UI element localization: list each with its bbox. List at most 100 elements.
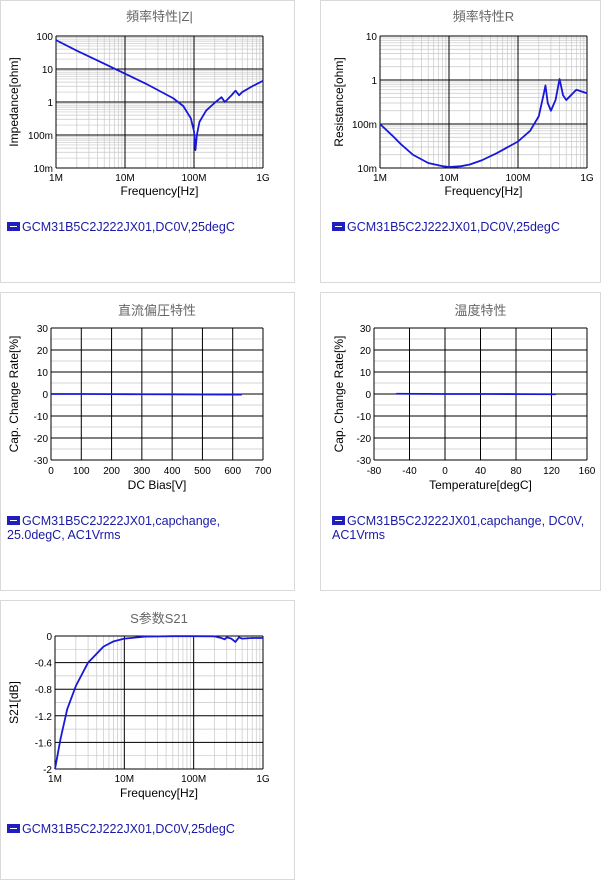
y-tick-label: 0 (46, 632, 52, 643)
y-tick-label: -30 (34, 456, 49, 467)
y-tick-label: 20 (37, 346, 49, 357)
x-tick-label: 10M (115, 774, 134, 785)
legend-swatch-icon (7, 824, 20, 833)
y-tick-label: -0.8 (35, 685, 53, 696)
x-axis-label: DC Bias[V] (128, 478, 187, 492)
x-tick-label: 600 (224, 466, 241, 477)
y-tick-label: 0 (365, 390, 371, 401)
legend-swatch-icon (332, 516, 345, 525)
x-tick-label: 100M (181, 774, 206, 785)
x-tick-label: 1G (580, 173, 594, 184)
y-tick-label: 100 (36, 32, 53, 43)
y-tick-label: 1 (47, 98, 53, 109)
x-tick-label: -80 (367, 466, 382, 477)
y-tick-label: 10 (37, 368, 49, 379)
temperature-chart: 温度特性 -80 -40 0 40 80 120 160 30 20 10 0 -10 -20 -30 Tem… (332, 303, 596, 492)
legend-label-line1: GCM31B5C2J222JX01,capchange, DC0V, (347, 514, 585, 528)
s21-chart: S参数S21 1M 10M 100M 1G 0 -0.4 -0.8 -1.2 -1.6 -2 Freq… (7, 611, 270, 800)
y-tick-label: -20 (357, 434, 372, 445)
x-axis-label: Frequency[Hz] (120, 184, 198, 198)
chart-title: 温度特性 (454, 303, 506, 318)
y-axis-label: Impedance[ohm] (7, 57, 21, 146)
chart-legend[interactable]: GCM31B5C2J222JX01,DC0V,25degC (7, 220, 235, 234)
chart-panel-resistance: 頻率特性R 1M 10M 100M 1G 10 1 100m 10m Frequency[Hz] R… (320, 0, 601, 283)
legend-swatch-icon (332, 222, 345, 231)
chart-legend[interactable]: GCM31B5C2J222JX01,capchange, DC0V, AC1Vr… (332, 514, 584, 542)
y-tick-label: 10 (360, 368, 372, 379)
legend-label-line2: AC1Vrms (332, 528, 386, 542)
y-tick-label: -1.2 (35, 712, 53, 723)
series-line (54, 635, 263, 770)
x-tick-label: 10M (439, 173, 458, 184)
y-tick-label: 10 (366, 32, 378, 43)
x-axis-label: Frequency[Hz] (444, 184, 522, 198)
x-tick-label: 100 (73, 466, 90, 477)
y-tick-label: 30 (37, 324, 49, 335)
chart-panel-s21: S参数S21 1M 10M 100M 1G 0 -0.4 -0.8 -1.2 -1.6 -2 Freq… (0, 600, 295, 880)
x-tick-label: 100M (181, 173, 206, 184)
x-tick-label: 700 (255, 466, 272, 477)
x-tick-label: 300 (134, 466, 151, 477)
x-tick-label: 200 (103, 466, 120, 477)
x-tick-label: 400 (164, 466, 181, 477)
y-tick-label: -1.6 (35, 738, 53, 749)
y-tick-label: 1 (371, 76, 377, 87)
x-tick-label: 1M (49, 173, 63, 184)
x-tick-label: 80 (510, 466, 522, 477)
x-tick-label: 0 (442, 466, 448, 477)
y-tick-label: 30 (360, 324, 372, 335)
x-tick-label: 120 (543, 466, 560, 477)
x-tick-label: 500 (194, 466, 211, 477)
y-tick-label: 20 (360, 346, 372, 357)
series-line (55, 39, 264, 151)
x-tick-label: 100M (505, 173, 530, 184)
legend-label-line1: GCM31B5C2J222JX01,capchange, (22, 514, 221, 528)
y-axis-label: S21[dB] (7, 681, 21, 724)
x-axis-label: Frequency[Hz] (120, 786, 198, 800)
y-axis-label: Resistance[ohm] (332, 57, 346, 146)
chart-title: 直流偏圧特性 (118, 303, 196, 318)
x-tick-label: 1M (48, 774, 62, 785)
y-axis-label: Cap. Change Rate[%] (332, 336, 346, 453)
x-tick-label: 0 (48, 466, 54, 477)
y-tick-label: 10 (42, 65, 54, 76)
chart-panel-impedance: 頻率特性|Z| 1M 10M 100M 1G 100 10 1 100m 10m Frequency… (0, 0, 295, 283)
x-tick-label: 1G (256, 774, 270, 785)
x-tick-label: -40 (402, 466, 417, 477)
y-tick-label: 10m (358, 164, 377, 175)
series-line (379, 78, 588, 168)
x-tick-label: 160 (579, 466, 596, 477)
x-tick-label: 1G (256, 173, 270, 184)
y-tick-label: 0 (42, 390, 48, 401)
chart-panel-dc-bias: 直流偏圧特性 0 100 200 300 400 500 600 700 30 20 10 0 -10 -2… (0, 292, 295, 591)
y-tick-label: -2 (43, 765, 52, 776)
chart-title: 頻率特性|Z| (126, 9, 193, 24)
chart-title: 頻率特性R (453, 9, 514, 24)
y-tick-label: 100m (352, 120, 377, 131)
y-tick-label: -20 (34, 434, 49, 445)
chart-panel-temperature: 温度特性 -80 -40 0 40 80 120 160 30 20 10 0 -10 -20 -30 Tem… (320, 292, 601, 591)
legend-label: GCM31B5C2J222JX01,DC0V,25degC (22, 220, 235, 234)
y-axis-label: Cap. Change Rate[%] (7, 336, 21, 453)
resistance-chart: 頻率特性R 1M 10M 100M 1G 10 1 100m 10m Frequency[Hz] R… (332, 9, 594, 198)
legend-label: GCM31B5C2J222JX01,DC0V,25degC (22, 822, 235, 836)
chart-legend[interactable]: GCM31B5C2J222JX01,DC0V,25degC (7, 822, 235, 836)
y-tick-label: -10 (357, 412, 372, 423)
y-tick-label: 100m (28, 131, 53, 142)
y-tick-label: 10m (34, 164, 53, 175)
chart-legend[interactable]: GCM31B5C2J222JX01,capchange, 25.0degC, A… (7, 514, 220, 542)
chart-title: S参数S21 (130, 611, 188, 626)
impedance-chart: 頻率特性|Z| 1M 10M 100M 1G 100 10 1 100m 10m Frequency… (7, 9, 270, 198)
chart-legend[interactable]: GCM31B5C2J222JX01,DC0V,25degC (332, 220, 560, 234)
legend-label: GCM31B5C2J222JX01,DC0V,25degC (347, 220, 560, 234)
legend-swatch-icon (7, 222, 20, 231)
legend-label-line2: 25.0degC, AC1Vrms (7, 528, 121, 542)
y-tick-label: -30 (357, 456, 372, 467)
x-tick-label: 1M (373, 173, 387, 184)
x-axis-label: Temperature[degC] (429, 478, 532, 492)
legend-swatch-icon (7, 516, 20, 525)
series-line (51, 393, 242, 396)
y-tick-label: -0.4 (35, 659, 53, 670)
x-tick-label: 40 (475, 466, 487, 477)
